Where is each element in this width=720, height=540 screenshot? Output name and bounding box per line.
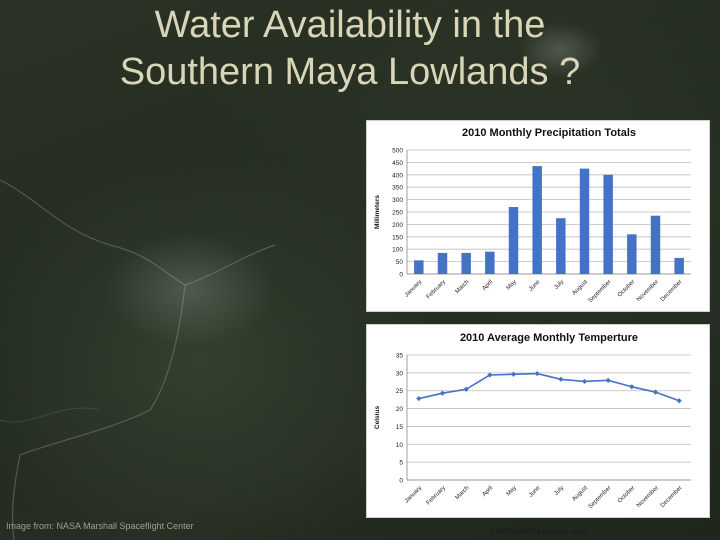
y-tick-label: 400 (392, 172, 403, 179)
slide-title-line-1: Water Availability in the (154, 4, 546, 46)
data-point (629, 384, 635, 390)
slide-title-line-2: Southern Maya Lowlands ? (119, 51, 581, 93)
x-tick-label: November (636, 485, 660, 509)
x-tick-label: December (660, 279, 684, 303)
x-tick-label: July (553, 485, 565, 497)
y-tick-label: 5 (399, 460, 403, 467)
temperature-chart-panel: 2010 Average Monthly Temperture 0 5 10 15 20 2… (366, 324, 710, 518)
y-tick-label: 35 (396, 353, 404, 360)
bar (461, 252, 471, 274)
road-line (0, 179, 276, 286)
y-tick-label: 200 (392, 222, 403, 229)
y-tick-label: 30 (396, 370, 404, 377)
x-tick-label: March (455, 485, 471, 501)
bar (485, 251, 495, 274)
data-point (534, 370, 540, 377)
x-tick-label: August (571, 485, 589, 503)
data-point (676, 398, 682, 404)
slide-title: Water Availability in the Southern Maya … (30, 2, 670, 96)
x-tick-label: August (571, 279, 589, 297)
precipitation-bar-chart: 2010 Monthly Precipitation Totals 0 50 100 1… (374, 127, 691, 304)
x-tick-label: June (528, 279, 542, 293)
x-tick-label: April (482, 279, 495, 292)
x-tick-label: May (506, 279, 518, 291)
series-line (418, 372, 680, 402)
y-tick-label: 100 (392, 247, 403, 254)
data-credit: * INSIVUMEH camate data (490, 527, 587, 536)
x-tick-label: February (426, 279, 447, 300)
bar (674, 257, 684, 274)
data-point (558, 376, 564, 382)
x-tick-label: September (588, 485, 613, 510)
y-tick-label: 15 (396, 424, 404, 431)
x-tick-label: November (636, 279, 660, 303)
y-tick-label: 20 (396, 406, 404, 413)
x-tick-label: January (404, 279, 423, 298)
x-tick-label: July (553, 279, 565, 291)
bar (556, 218, 566, 274)
x-tick-label: February (426, 485, 447, 506)
x-tick-label: January (404, 485, 423, 504)
x-tick-label: December (660, 485, 684, 509)
river-line (0, 407, 101, 423)
temperature-line-chart: 2010 Average Monthly Temperture 0 5 10 15 20 2… (374, 332, 691, 510)
bar (603, 174, 613, 274)
x-tick-label: April (482, 485, 495, 498)
bar (627, 234, 637, 274)
data-point (510, 371, 517, 377)
y-axis-label: Millimeters (374, 195, 381, 229)
bar (437, 252, 448, 274)
x-tick-label: June (528, 485, 542, 499)
y-tick-label: 150 (392, 234, 403, 241)
x-tick-label: March (455, 279, 471, 295)
y-tick-label: 250 (392, 210, 403, 217)
y-tick-label: 300 (392, 197, 403, 204)
y-tick-label: 0 (399, 272, 403, 279)
y-tick-label: 25 (396, 388, 404, 395)
y-tick-label: 500 (392, 148, 403, 155)
x-tick-label: May (506, 485, 518, 497)
precipitation-chart-panel: 2010 Monthly Precipitation Totals 0 50 100 1… (366, 120, 710, 312)
image-credit: Image from: NASA Marshall Spaceflight Ce… (6, 521, 194, 531)
bar (508, 207, 519, 274)
y-tick-label: 10 (396, 442, 404, 449)
x-tick-label: October (617, 279, 636, 298)
bar (532, 166, 542, 274)
y-tick-label: 50 (396, 259, 404, 266)
data-point (439, 390, 446, 396)
data-point (416, 395, 422, 402)
chart-title: 2010 Average Monthly Temperture (460, 332, 638, 344)
y-tick-label: 0 (399, 478, 403, 485)
y-tick-label: 350 (392, 185, 403, 192)
data-point (605, 377, 611, 383)
y-tick-label: 450 (392, 160, 403, 167)
y-axis-label: Celsius (374, 406, 381, 430)
data-point (487, 372, 493, 378)
bar (650, 215, 661, 274)
data-point (581, 378, 588, 385)
x-tick-label: October (617, 485, 636, 504)
road-line-south (11, 284, 186, 540)
bar (414, 260, 424, 274)
x-tick-label: September (588, 279, 613, 304)
bar (579, 168, 590, 274)
chart-title: 2010 Monthly Precipitation Totals (462, 127, 636, 139)
